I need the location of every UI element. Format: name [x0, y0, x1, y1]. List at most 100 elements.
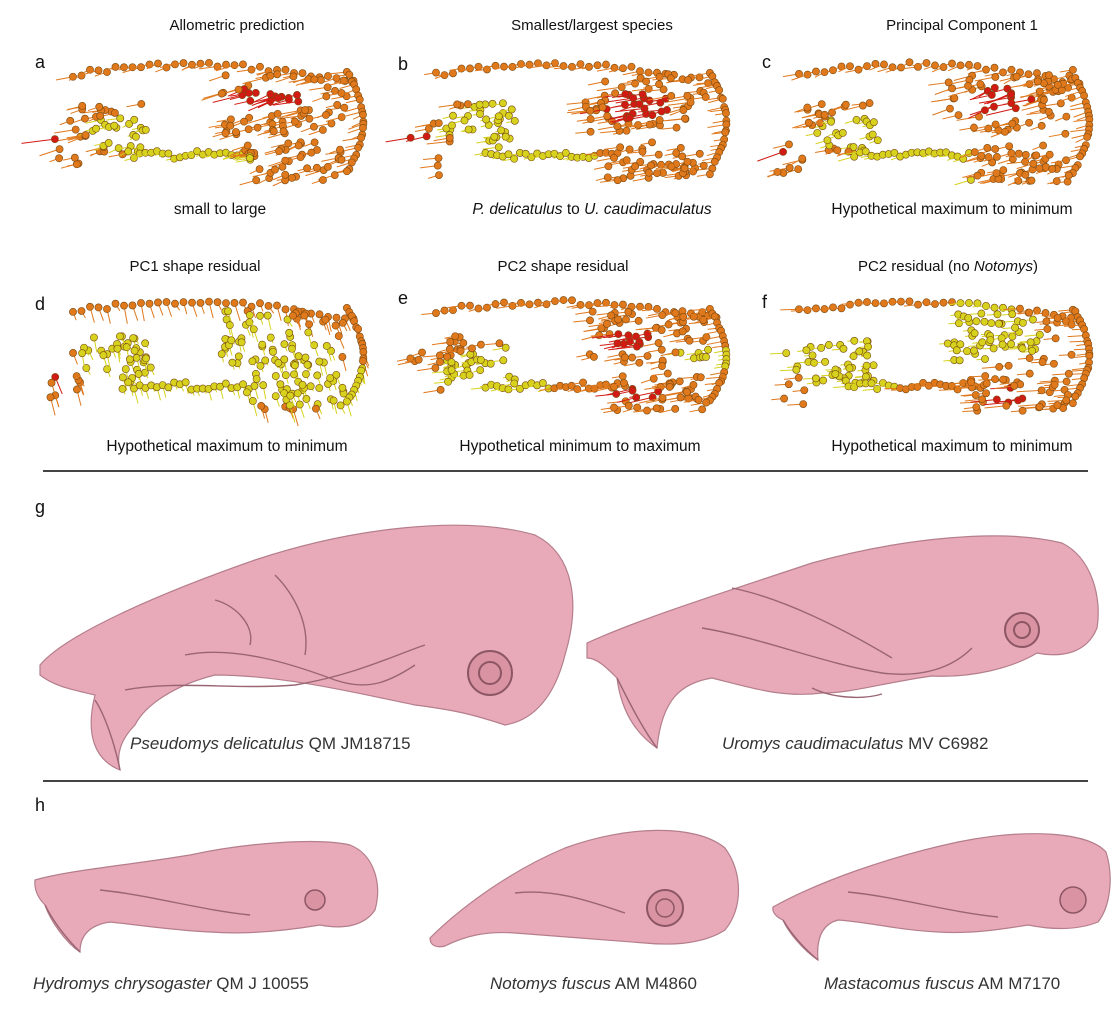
landmark-point — [890, 148, 899, 157]
landmark-point — [1053, 80, 1062, 89]
landmark-point — [1045, 150, 1054, 159]
landmark-point — [869, 361, 878, 370]
landmark-point — [253, 123, 262, 132]
landmark-vector — [51, 382, 60, 408]
landmark-point — [780, 394, 789, 403]
landmark-point — [632, 393, 641, 402]
panel-f-title-genus: Notomys — [973, 258, 1034, 275]
landmark-point — [694, 395, 703, 404]
landmark-point — [125, 355, 134, 364]
landmark-vector — [248, 100, 271, 112]
landmark-point — [337, 113, 346, 122]
landmark-point — [283, 315, 292, 324]
landmark-point — [303, 360, 312, 369]
landmark-point — [863, 351, 872, 360]
landmark-point — [448, 121, 456, 130]
landmark-point — [704, 345, 712, 354]
landmark-point — [1067, 320, 1076, 329]
landmark-point — [336, 401, 345, 410]
landmark-point — [620, 379, 628, 387]
landmark-point — [613, 176, 622, 185]
landmark-point — [179, 59, 188, 67]
landmark-point — [205, 58, 213, 67]
landmark-point — [94, 66, 103, 75]
landmark-point — [590, 353, 598, 361]
landmark-point — [181, 378, 190, 387]
landmark-point — [322, 342, 331, 350]
landmark-point — [655, 116, 664, 124]
landmark-point — [227, 336, 236, 345]
landmark-vector — [634, 119, 660, 126]
landmark-vector — [588, 386, 615, 391]
landmark-point — [654, 339, 663, 347]
landmark-point — [298, 381, 307, 389]
landmark-point — [643, 406, 651, 415]
landmark-point — [683, 157, 692, 166]
landmark-point — [294, 97, 303, 106]
landmark-point — [833, 146, 842, 155]
landmark-point — [274, 359, 283, 367]
landmark-point — [231, 128, 240, 136]
landmark-point — [171, 299, 179, 308]
landmark-point — [228, 358, 237, 367]
landmark-point — [446, 338, 455, 346]
landmark-point — [559, 296, 568, 304]
landmark-point — [322, 92, 331, 101]
landmark-vector — [638, 397, 663, 404]
landmark-point — [1035, 330, 1044, 339]
landmark-point — [140, 368, 149, 377]
landmark-point — [586, 316, 594, 325]
landmark-point — [1007, 65, 1016, 74]
landmark-point — [838, 129, 847, 137]
landmark-point — [798, 154, 807, 163]
landmark-point — [315, 357, 324, 366]
landmark-point — [474, 62, 483, 71]
landmark-point — [873, 385, 882, 393]
landmark-point — [115, 332, 124, 341]
landmark-point — [1045, 71, 1053, 80]
landmark-point — [1026, 338, 1035, 347]
landmark-point — [266, 71, 275, 80]
landmark-point — [434, 119, 443, 128]
landmark-point — [266, 90, 275, 98]
landmark-point — [510, 379, 519, 388]
landmark-point — [785, 163, 794, 172]
landmark-vector — [954, 83, 981, 90]
landmark-point — [281, 371, 290, 380]
landmark-point — [1062, 377, 1071, 386]
landmark-point — [239, 298, 247, 307]
landmark-point — [1064, 171, 1073, 180]
landmark-point — [685, 336, 694, 345]
panel-b-caption-species-1: P. delicatulus — [472, 201, 563, 218]
landmark-point — [273, 301, 281, 310]
landmark-point — [635, 358, 644, 367]
landmark-point — [103, 305, 111, 313]
landmark-point — [624, 401, 633, 410]
landmark-point — [459, 339, 468, 347]
landmark-point — [1076, 152, 1084, 161]
landmark-point — [617, 83, 626, 92]
landmark-point — [621, 90, 630, 98]
landmark-point — [300, 311, 309, 320]
landmark-point — [1033, 306, 1041, 315]
landmark-point — [477, 340, 485, 349]
landmark-point — [342, 397, 351, 406]
landmark-point — [317, 76, 325, 84]
landmark-point — [658, 311, 667, 320]
landmark-vector — [969, 106, 995, 116]
landmark-point — [603, 319, 611, 328]
landmark-point — [337, 155, 346, 164]
landmark-plot-d — [46, 297, 370, 427]
landmark-point — [970, 148, 979, 157]
panel-e-letter: e — [398, 288, 409, 308]
landmark-point — [598, 103, 607, 112]
landmark-point — [638, 147, 647, 156]
landmark-point — [142, 354, 150, 363]
landmark-point — [683, 91, 692, 100]
landmark-point — [970, 123, 978, 132]
landmark-point — [289, 72, 298, 81]
landmark-point — [227, 115, 235, 124]
landmark-point — [676, 143, 685, 152]
landmark-point — [863, 298, 871, 306]
landmark-point — [995, 362, 1004, 371]
